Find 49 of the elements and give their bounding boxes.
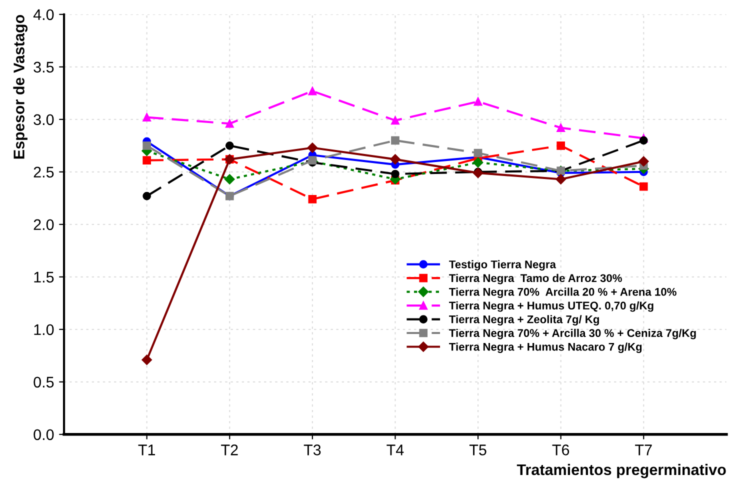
legend-label: Tierra Negra + Zeolita 7g/ Kg bbox=[449, 315, 599, 326]
y-tick-label: 1.0 bbox=[34, 324, 54, 336]
point bbox=[142, 156, 151, 165]
x-tick-label: T6 bbox=[552, 444, 570, 456]
point bbox=[639, 182, 648, 191]
legend-label: Tierra Negra + Humus UTEQ. 0,70 g/Kg bbox=[449, 301, 654, 312]
point bbox=[472, 157, 484, 168]
y-tick-label: 0.5 bbox=[34, 376, 54, 388]
x-axis-title: Tratamientos pregerminativo bbox=[516, 464, 726, 478]
point bbox=[308, 195, 317, 204]
x-tick-label: T7 bbox=[635, 444, 652, 456]
x-tick-label: T2 bbox=[221, 444, 238, 456]
point bbox=[391, 116, 400, 125]
point bbox=[556, 174, 566, 184]
point bbox=[142, 113, 151, 122]
point bbox=[391, 136, 400, 145]
point bbox=[638, 156, 649, 167]
y-tick-label: 0.0 bbox=[34, 429, 54, 440]
y-axis-title: Espesor de Vastago bbox=[13, 14, 28, 159]
x-tick-label: T3 bbox=[304, 444, 321, 456]
y-tick-label: 2.0 bbox=[34, 219, 54, 230]
point bbox=[224, 174, 235, 184]
y-tick-label: 1.5 bbox=[34, 272, 54, 283]
point bbox=[474, 148, 482, 158]
legend-label: Tierra Negra Tamo de Arroz 30% bbox=[449, 274, 622, 284]
point bbox=[639, 136, 648, 145]
point bbox=[225, 119, 234, 128]
point bbox=[391, 170, 400, 178]
y-tick-label: 3.5 bbox=[34, 62, 54, 73]
point bbox=[307, 142, 318, 153]
legend-label: Tierra Negra 70% + Arcilla 30 % + Ceniza 7g/Kg bbox=[449, 328, 696, 340]
x-tick-label: T5 bbox=[469, 444, 486, 456]
x-tick-label: T1 bbox=[138, 444, 155, 456]
y-tick-label: 2.5 bbox=[34, 166, 54, 178]
point bbox=[474, 97, 482, 106]
point bbox=[142, 192, 151, 200]
point bbox=[556, 141, 565, 150]
legend-label: Tierra Negra 70% Arcilla 20 % + Arena 10% bbox=[449, 288, 676, 298]
point bbox=[556, 124, 565, 132]
point bbox=[142, 141, 151, 150]
point bbox=[142, 354, 152, 365]
legend-label: Tierra Negra + Humus Nacaro 7 g/Kg bbox=[449, 342, 642, 353]
point bbox=[390, 154, 400, 164]
x-tick-label: T4 bbox=[386, 444, 404, 456]
point bbox=[225, 141, 234, 150]
legend-label: Testigo Tierra Negra bbox=[449, 260, 556, 271]
y-tick-label: 4.0 bbox=[33, 9, 54, 20]
point bbox=[308, 86, 317, 96]
y-tick-label: 3.0 bbox=[34, 114, 54, 126]
